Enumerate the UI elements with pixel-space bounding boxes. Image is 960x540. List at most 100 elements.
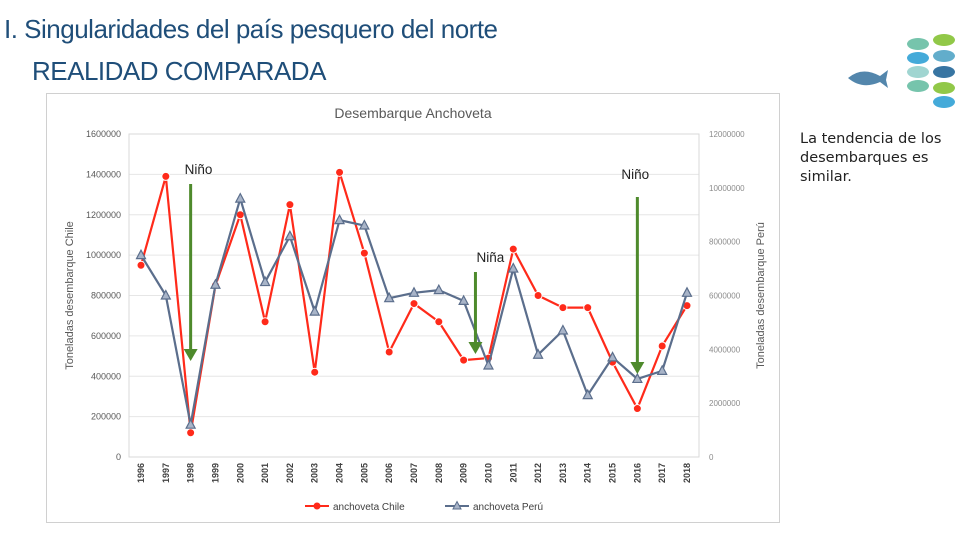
y2-axis-label: Toneladas desembarque Perú — [755, 222, 767, 369]
y-tick-label: 1200000 — [86, 210, 121, 220]
data-point-chile — [359, 248, 369, 258]
fish-icon — [933, 82, 955, 94]
data-point-chile — [186, 428, 196, 438]
fish-icon — [907, 38, 929, 50]
x-tick-label: 1997 — [161, 463, 171, 483]
data-point-peru — [532, 348, 544, 359]
data-point-chile — [583, 303, 593, 313]
fish-icon — [933, 50, 955, 62]
fish-icon — [907, 80, 929, 92]
y2-tick-label: 8000000 — [709, 238, 741, 247]
legend-marker — [313, 502, 321, 510]
x-tick-label: 2006 — [384, 463, 394, 483]
slide-title-line1: I. Singularidades del país pesquero del … — [4, 14, 498, 44]
x-tick-label: 2007 — [409, 463, 419, 483]
data-point-chile — [384, 347, 394, 357]
data-point-peru — [656, 364, 668, 375]
x-tick-label: 2009 — [459, 463, 469, 483]
y-axis-label: Toneladas desembarque Chile — [64, 221, 76, 370]
x-tick-label: 2004 — [335, 463, 345, 483]
data-point-peru — [135, 248, 147, 260]
data-point-chile — [260, 317, 270, 327]
data-point-peru — [358, 219, 370, 230]
data-point-peru — [334, 213, 346, 225]
data-point-peru — [582, 388, 594, 400]
data-point-peru — [458, 294, 470, 305]
data-point-peru — [185, 418, 197, 429]
fish-school-icon — [848, 34, 955, 108]
data-point-peru — [160, 289, 172, 300]
fish-icon — [933, 66, 955, 78]
series-line-peru — [140, 197, 689, 426]
data-point-peru — [631, 372, 643, 384]
fish-icon — [907, 66, 929, 78]
data-point-peru — [482, 359, 494, 370]
data-point-chile — [533, 291, 543, 300]
annotation-label: Niño — [185, 162, 213, 177]
x-tick-label: 2005 — [359, 463, 369, 483]
data-point-peru — [607, 351, 619, 362]
y2-tick-label: 0 — [709, 453, 714, 462]
fish-icon — [848, 70, 888, 88]
y2-tick-label: 10000000 — [709, 184, 745, 193]
x-tick-label: 2003 — [310, 463, 320, 483]
data-point-peru — [234, 192, 246, 203]
data-point-peru — [309, 305, 321, 316]
x-tick-label: 2015 — [608, 463, 618, 483]
y-tick-label: 1000000 — [86, 250, 121, 260]
x-tick-label: 2017 — [657, 463, 667, 483]
x-tick-label: 1999 — [210, 463, 220, 483]
x-tick-label: 2002 — [285, 463, 295, 483]
data-point-chile — [161, 171, 171, 181]
y2-tick-label: 12000000 — [709, 130, 745, 139]
data-point-chile — [558, 303, 568, 313]
fish-icon — [933, 34, 955, 46]
anchoveta-chart: Desembarque Anchoveta 0 200000 400000 600000… — [64, 105, 767, 513]
y2-tick-label: 4000000 — [709, 345, 741, 354]
x-tick-label: 2018 — [682, 463, 692, 483]
x-tick-label: 2013 — [558, 463, 568, 483]
annotation-arrow-head — [630, 362, 645, 374]
data-point-chile — [310, 367, 320, 377]
plot-area — [128, 133, 700, 458]
x-tick-label: 1998 — [186, 463, 196, 483]
y-tick-label: 400000 — [91, 371, 121, 381]
y2-tick-label: 2000000 — [709, 399, 741, 408]
y2-tick-label: 6000000 — [709, 292, 741, 301]
chart-title: Desembarque Anchoveta — [334, 105, 491, 121]
x-tick-label: 2011 — [508, 463, 518, 483]
fish-icon — [933, 96, 955, 108]
x-tick-label: 2012 — [533, 463, 543, 483]
data-point-chile — [657, 341, 667, 351]
data-point-peru — [284, 230, 296, 241]
x-tick-label: 2000 — [235, 463, 245, 483]
data-point-peru — [557, 324, 569, 335]
y-tick-label: 0 — [116, 452, 121, 462]
data-point-peru — [259, 275, 271, 287]
data-point-peru — [383, 291, 395, 303]
x-tick-label: 2001 — [260, 463, 270, 483]
y-tick-label: 200000 — [91, 412, 121, 422]
x-tick-label: 1996 — [136, 463, 146, 483]
x-tick-label: 2014 — [583, 463, 593, 483]
y-tick-label: 600000 — [91, 331, 121, 341]
fish-icon — [907, 52, 929, 64]
legend-marker — [452, 500, 462, 510]
annotation-arrow-head — [468, 342, 483, 354]
x-tick-label: 2010 — [483, 463, 493, 483]
chart-frame: Desembarque Anchoveta 0 200000 400000 600000… — [46, 93, 780, 523]
legend-label: anchoveta Chile — [333, 502, 405, 513]
data-point-peru — [433, 283, 445, 295]
data-point-chile — [508, 244, 518, 254]
legend-label: anchoveta Perú — [473, 502, 543, 513]
annotation-arrow-head — [183, 349, 198, 361]
data-point-chile — [335, 167, 345, 177]
x-tick-label: 2008 — [434, 463, 444, 483]
data-point-chile — [409, 299, 419, 309]
data-point-chile — [459, 355, 469, 365]
data-point-peru — [209, 278, 221, 289]
data-point-chile — [285, 200, 295, 210]
data-point-peru — [408, 286, 420, 297]
data-point-peru — [681, 286, 693, 297]
data-point-chile — [136, 260, 146, 270]
